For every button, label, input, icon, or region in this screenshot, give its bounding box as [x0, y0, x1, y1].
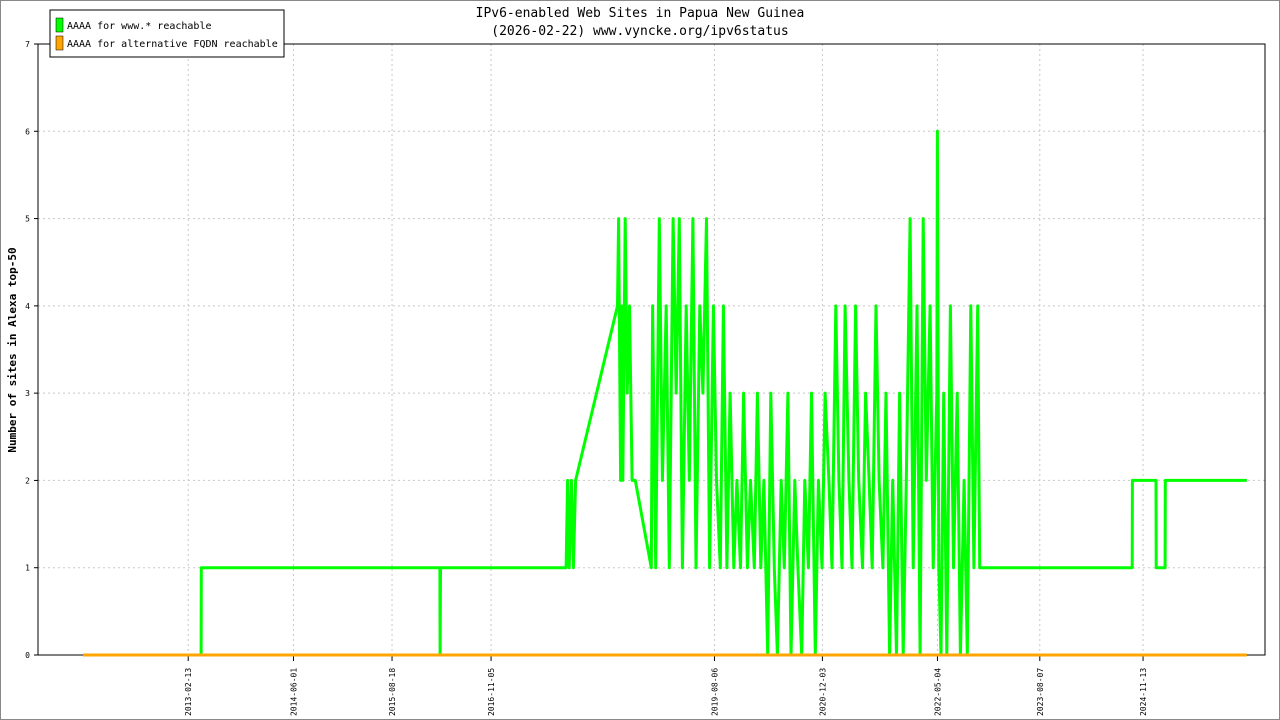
y-tick-label: 6	[25, 127, 30, 136]
x-tick-label: 2019-08-06	[710, 668, 719, 716]
legend-label: AAAA for www.* reachable	[67, 21, 212, 32]
y-tick-label: 1	[25, 564, 30, 573]
legend-label: AAAA for alternative FQDN reachable	[67, 39, 278, 50]
x-tick-label: 2020-12-03	[818, 668, 827, 716]
y-tick-label: 4	[25, 302, 30, 311]
legend-swatch	[55, 35, 64, 51]
y-tick-label: 0	[25, 651, 30, 660]
y-tick-label: 7	[25, 40, 30, 49]
chart-subtitle: (2026-02-22) www.vyncke.org/ipv6status	[491, 24, 788, 39]
chart-title: IPv6-enabled Web Sites in Papua New Guin…	[476, 6, 805, 21]
x-tick-label: 2022-05-04	[933, 668, 942, 716]
y-tick-label: 2	[25, 476, 30, 485]
x-tick-label: 2013-02-13	[184, 668, 193, 716]
x-tick-label: 2014-06-01	[289, 668, 298, 716]
y-tick-label: 5	[25, 215, 30, 224]
x-tick-label: 2015-08-18	[388, 668, 397, 716]
y-axis-label: Number of sites in Alexa top-50	[6, 247, 19, 452]
y-tick-label: 3	[25, 389, 30, 398]
legend-swatch	[55, 17, 64, 33]
legend-box	[49, 9, 285, 58]
x-tick-label: 2024-11-13	[1139, 668, 1148, 716]
x-tick-label: 2016-11-05	[487, 668, 496, 716]
x-tick-label: 2023-08-07	[1036, 668, 1045, 716]
